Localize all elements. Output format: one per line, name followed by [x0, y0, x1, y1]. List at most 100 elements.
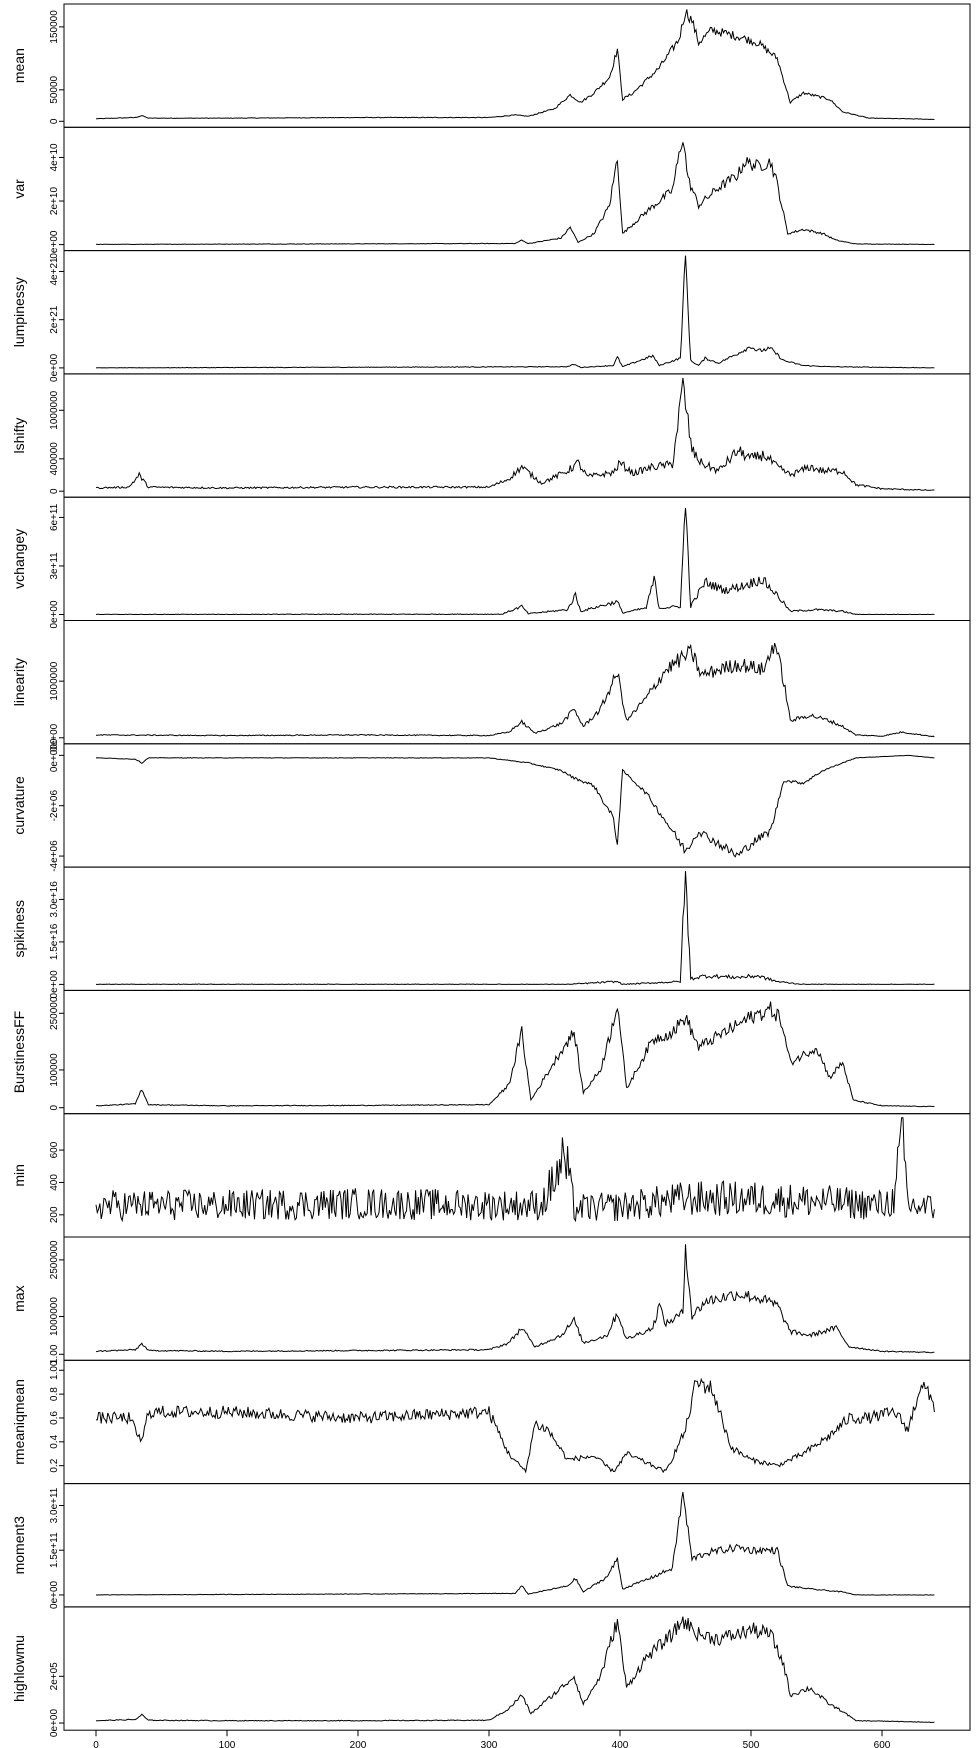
ytick-label: 3e+11 — [49, 552, 60, 580]
ytick-label: 4e+10 — [49, 143, 60, 172]
series-line-highlowmu — [95, 1616, 935, 1724]
panel-frame — [63, 250, 971, 375]
ytick-label: 400 — [49, 1174, 60, 1191]
ytick-label: 3.0e+16 — [49, 881, 60, 918]
ytick-label: 1000000 — [49, 390, 60, 429]
x-axis: 0 100 200 300 400 500 600 — [93, 1730, 891, 1748]
ytick-label: 150000 — [49, 10, 60, 44]
panel-lshift: 0 400000 1000000 lshifty — [11, 373, 971, 498]
panel-lumpiness: 0e+00 2e+21 4e+21 lumpinessy — [11, 250, 971, 382]
ylabel-linearity: linearity — [11, 658, 27, 706]
panel-frame — [63, 1359, 971, 1485]
panel-frame — [63, 620, 971, 745]
panel-frame — [63, 743, 971, 868]
ylabel-lshift: lshifty — [11, 418, 27, 454]
xtick-label: 400 — [612, 1740, 629, 1748]
panel-frame — [63, 126, 971, 252]
panel-linearity: 0e+00 1000000 linearity — [11, 620, 971, 752]
panel-mean: 0 50000 150000 mean — [11, 3, 971, 128]
panel-frame — [63, 1113, 971, 1238]
ytick-label: 600 — [49, 1141, 60, 1158]
ytick-label: 2e+05 — [49, 1662, 60, 1691]
ytick-label: 0e+00 — [49, 723, 60, 752]
ylabel-moment3: moment3 — [11, 1516, 27, 1575]
panel-BurstinessFF: 0 100000 250000 BurstinessFF — [11, 989, 971, 1115]
panel-frame — [63, 1606, 971, 1731]
panel-frame — [63, 496, 971, 622]
ytick-label: 2500000 — [49, 1240, 60, 1279]
ylabel-spikiness: spikiness — [11, 900, 27, 958]
ytick-label: 6e+11 — [49, 503, 60, 531]
panel-moment3: 0e+00 1.5e+11 3.0e+11 moment3 — [11, 1483, 971, 1609]
series-line-vchange — [95, 507, 935, 616]
series-line-rmeaniqmean — [95, 1377, 935, 1474]
ytick-label: 1000000 — [49, 1297, 60, 1336]
xtick-label: 600 — [874, 1740, 891, 1748]
ytick-label: -2e+06 — [49, 790, 60, 822]
ytick-label: 2e+10 — [49, 187, 60, 216]
panel-curvature: -4e+06 -2e+06 0e+000 curvature — [11, 738, 971, 872]
ytick-label: 1.5e+16 — [49, 923, 60, 960]
ytick-label: 200 — [49, 1206, 60, 1223]
xtick-label: 300 — [481, 1740, 498, 1748]
ytick-label: 4e+21 — [49, 257, 60, 286]
panel-rmeaniqmean: 0.2 0.4 0.6 0.8 1.00 rmeaniqmean — [11, 1359, 971, 1485]
ytick-label: 2e+21 — [49, 305, 60, 334]
ytick-label: 1.5e+11 — [49, 1532, 60, 1568]
ytick-label: 0.4 — [49, 1434, 60, 1448]
panel-frame — [63, 866, 971, 991]
ytick-label: 0.6 — [49, 1411, 60, 1425]
ytick-label: 1.00 — [49, 1344, 60, 1364]
ylabel-vchange: vchangey — [11, 529, 27, 589]
ytick-label: 0e+00 — [49, 353, 60, 382]
panel-highlowmu: 0e+00 2e+05 highlowmu — [11, 1606, 971, 1738]
ylabel-highlowmu: highlowmu — [11, 1635, 27, 1702]
ylabel-lumpiness: lumpinessy — [11, 277, 27, 347]
ytick-label: 0 — [49, 118, 60, 124]
ytick-label: 0.8 — [49, 1387, 60, 1401]
ylabel-var: var — [11, 179, 27, 199]
ytick-label: 0e+00 — [49, 600, 60, 629]
series-line-lumpiness — [95, 255, 935, 369]
series-line-lshift — [95, 377, 935, 491]
panel-max: 1.00 1000000 2500000 max — [11, 1236, 971, 1364]
series-line-max — [95, 1244, 935, 1354]
series-line-moment3 — [95, 1492, 935, 1596]
series-line-curvature — [95, 754, 935, 858]
panel-frame — [63, 1236, 971, 1361]
ytick-label: 1000000 — [49, 661, 60, 700]
ytick-label: 0e+00 — [49, 1580, 60, 1609]
ytick-label: 0e+00 — [49, 1709, 60, 1738]
ytick-label: 0 — [49, 1104, 60, 1110]
ytick-label: 0e+000 — [49, 738, 60, 772]
ytick-label: 0 — [49, 488, 60, 494]
panel-frame — [63, 373, 971, 498]
ylabel-mean: mean — [11, 48, 27, 83]
ytick-label: 250000 — [49, 996, 60, 1030]
ylabel-rmeaniqmean: rmeaniqmean — [11, 1379, 27, 1465]
xtick-label: 100 — [219, 1740, 236, 1748]
xtick-label: 200 — [350, 1740, 367, 1748]
ytick-label: 100000 — [49, 1053, 60, 1087]
ytick-label: 0e+00 — [49, 970, 60, 999]
series-line-spikiness — [96, 871, 935, 985]
xtick-label: 0 — [93, 1740, 99, 1748]
ytick-label: 50000 — [49, 75, 60, 103]
series-line-var — [95, 142, 935, 246]
xtick-label: 500 — [743, 1740, 760, 1748]
ytick-label: 1.00 — [49, 1360, 60, 1380]
panel-vchange: 0e+00 3e+11 6e+11 vchangey — [11, 496, 971, 629]
series-line-linearity — [95, 642, 935, 738]
ytick-label: 3.0e+11 — [49, 1487, 60, 1523]
ytick-label: 0e+00 — [49, 230, 60, 259]
panel-frame — [63, 1483, 971, 1608]
ylabel-curvature: curvature — [11, 776, 27, 835]
series-line-min — [95, 1117, 935, 1223]
ytick-label: 0.2 — [49, 1458, 60, 1472]
series-line-BurstinessFF — [95, 1001, 935, 1108]
panel-min: 200 400 600 min — [11, 1113, 971, 1238]
ytick-label: 400000 — [49, 442, 60, 476]
panel-var: 0e+00 2e+10 4e+10 var — [11, 126, 971, 259]
